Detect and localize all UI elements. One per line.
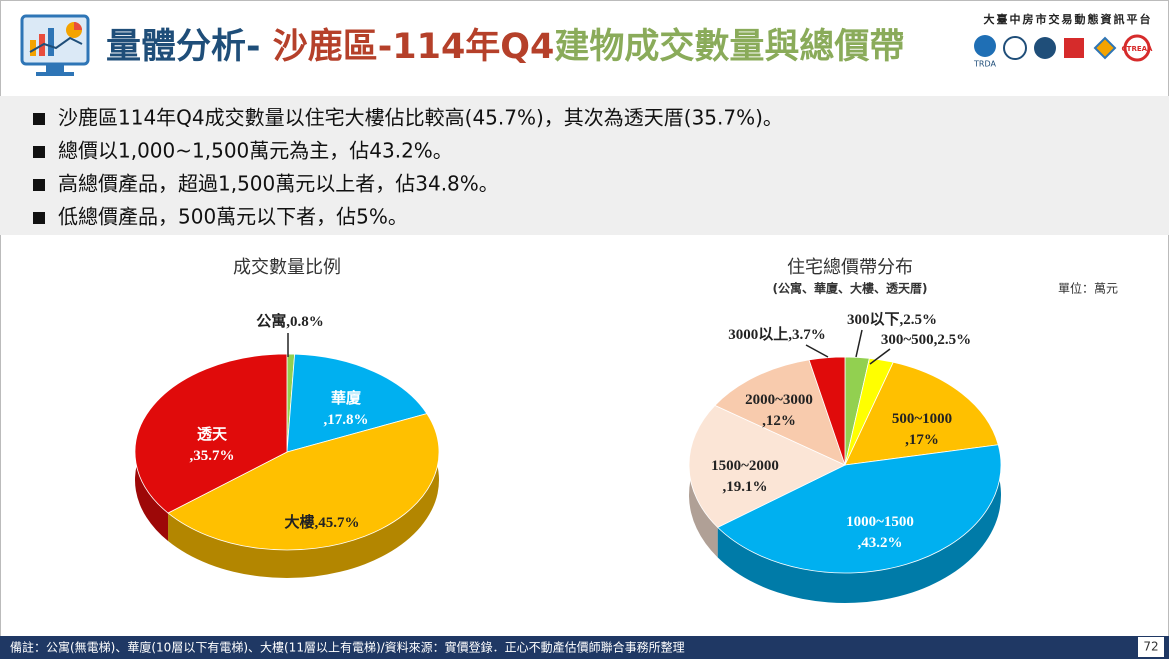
pie-tops [688, 356, 1002, 574]
pie-side [717, 444, 1002, 603]
pie-slice [844, 361, 999, 466]
data-label: 公寓,0.8% [256, 312, 324, 330]
title-icon [20, 14, 90, 76]
label-value: ,43.2% [858, 535, 903, 551]
label-value: ,2.5% [934, 332, 972, 348]
bullet-text: 低總價產品，500萬元以下者，佔5%。 [58, 205, 408, 229]
title-part: 沙鹿區-114年Q4 [273, 27, 555, 67]
pie-slice [167, 413, 440, 551]
pie [134, 353, 440, 578]
unit-note: 單位：萬元 [1058, 281, 1118, 296]
label-category: 300以下 [847, 311, 900, 328]
pie-slice [134, 353, 288, 514]
pie-slice [286, 353, 428, 453]
data-label: 大樓,45.7% [284, 513, 359, 531]
page-number-box [1138, 637, 1164, 657]
pie-slice [716, 444, 1002, 574]
pie-side [168, 413, 440, 578]
leader-line [855, 329, 863, 358]
data-label: 1500~2000 ,19.1% [711, 458, 779, 495]
logo-text: TRDA [973, 60, 996, 69]
chart-title: 成交數量比例 [233, 257, 341, 278]
footer-note: 備註：公寓(無電梯)、華廈(10層以下有電梯)、大樓(11層以上有電梯)/資料來… [10, 640, 685, 655]
page-title: 量體分析- 沙鹿區-114年Q4建物成交數量與總價帶 [106, 26, 904, 67]
label-category: 3000以上 [728, 326, 788, 343]
data-label: 華廈 ,17.8% [324, 389, 369, 428]
data-label: 透天 ,35.7% [190, 426, 235, 464]
title-part: 建物成交數量與總價帶 [554, 26, 904, 67]
leader-line [805, 344, 829, 358]
label-category: 公寓 [256, 312, 286, 330]
label-category: 2000~3000 [745, 392, 813, 408]
label-value: ,17% [905, 432, 939, 448]
title-part: 量體分析- [106, 27, 273, 67]
pie [688, 356, 1002, 603]
label-value: ,19.1% [723, 479, 768, 495]
data-label: 3000以上,3.7% [728, 326, 826, 343]
label-category: 大樓 [284, 513, 314, 531]
label-category: 1500~2000 [711, 458, 779, 474]
label-value: ,45.7% [315, 515, 360, 531]
bullet-text: 沙鹿區114年Q4成交數量以住宅大樓佔比較高(45.7%)，其次為透天厝(35.… [58, 106, 783, 130]
label-value: ,17.8% [324, 412, 369, 428]
data-label: 300以下,2.5% [847, 311, 937, 328]
chart-subtitle: (公寓、華廈、大樓、透天厝) [773, 281, 928, 296]
bullet-marker [33, 146, 45, 158]
pie-slice [808, 356, 846, 466]
label-value: ,2.5% [900, 312, 938, 328]
label-category: 500~1000 [892, 411, 952, 427]
label-category: 300~500 [881, 332, 934, 348]
pie-tops [134, 353, 440, 551]
logos: TRDA CTREAA [973, 34, 1154, 69]
footer-bar [0, 636, 1169, 659]
data-label: 300~500,2.5% [881, 332, 971, 348]
label-category: 1000~1500 [846, 514, 914, 530]
data-label: 500~1000 ,17% [892, 411, 952, 448]
logo-text: CTREAA [1122, 45, 1154, 53]
pie-slice [714, 359, 846, 466]
summary-band [0, 96, 1169, 235]
leader-line [869, 348, 891, 365]
data-label: 2000~3000 ,12% [745, 392, 813, 429]
bullet-text: 高總價產品，超過1,500萬元以上者，佔34.8%。 [58, 172, 499, 196]
label-category: 透天 [197, 426, 228, 443]
label-category: 華廈 [331, 389, 361, 407]
page-number: 72 [1143, 640, 1158, 654]
bullet-marker [33, 179, 45, 191]
bullet-text: 總價以1,000~1,500萬元為主，佔43.2%。 [58, 139, 453, 163]
bullet-marker [33, 212, 45, 224]
bullet-marker [33, 113, 45, 125]
label-value: ,3.7% [788, 327, 826, 343]
data-label: 1000~1500 ,43.2% [846, 514, 914, 551]
pie-slice [688, 404, 846, 528]
label-value: ,12% [762, 413, 796, 429]
label-value: ,35.7% [190, 448, 235, 464]
label-value: ,0.8% [286, 314, 324, 330]
platform-name: 大臺中房市交易動態資訊平台 [984, 12, 1153, 26]
chart-title: 住宅總價帶分布 [787, 257, 913, 278]
